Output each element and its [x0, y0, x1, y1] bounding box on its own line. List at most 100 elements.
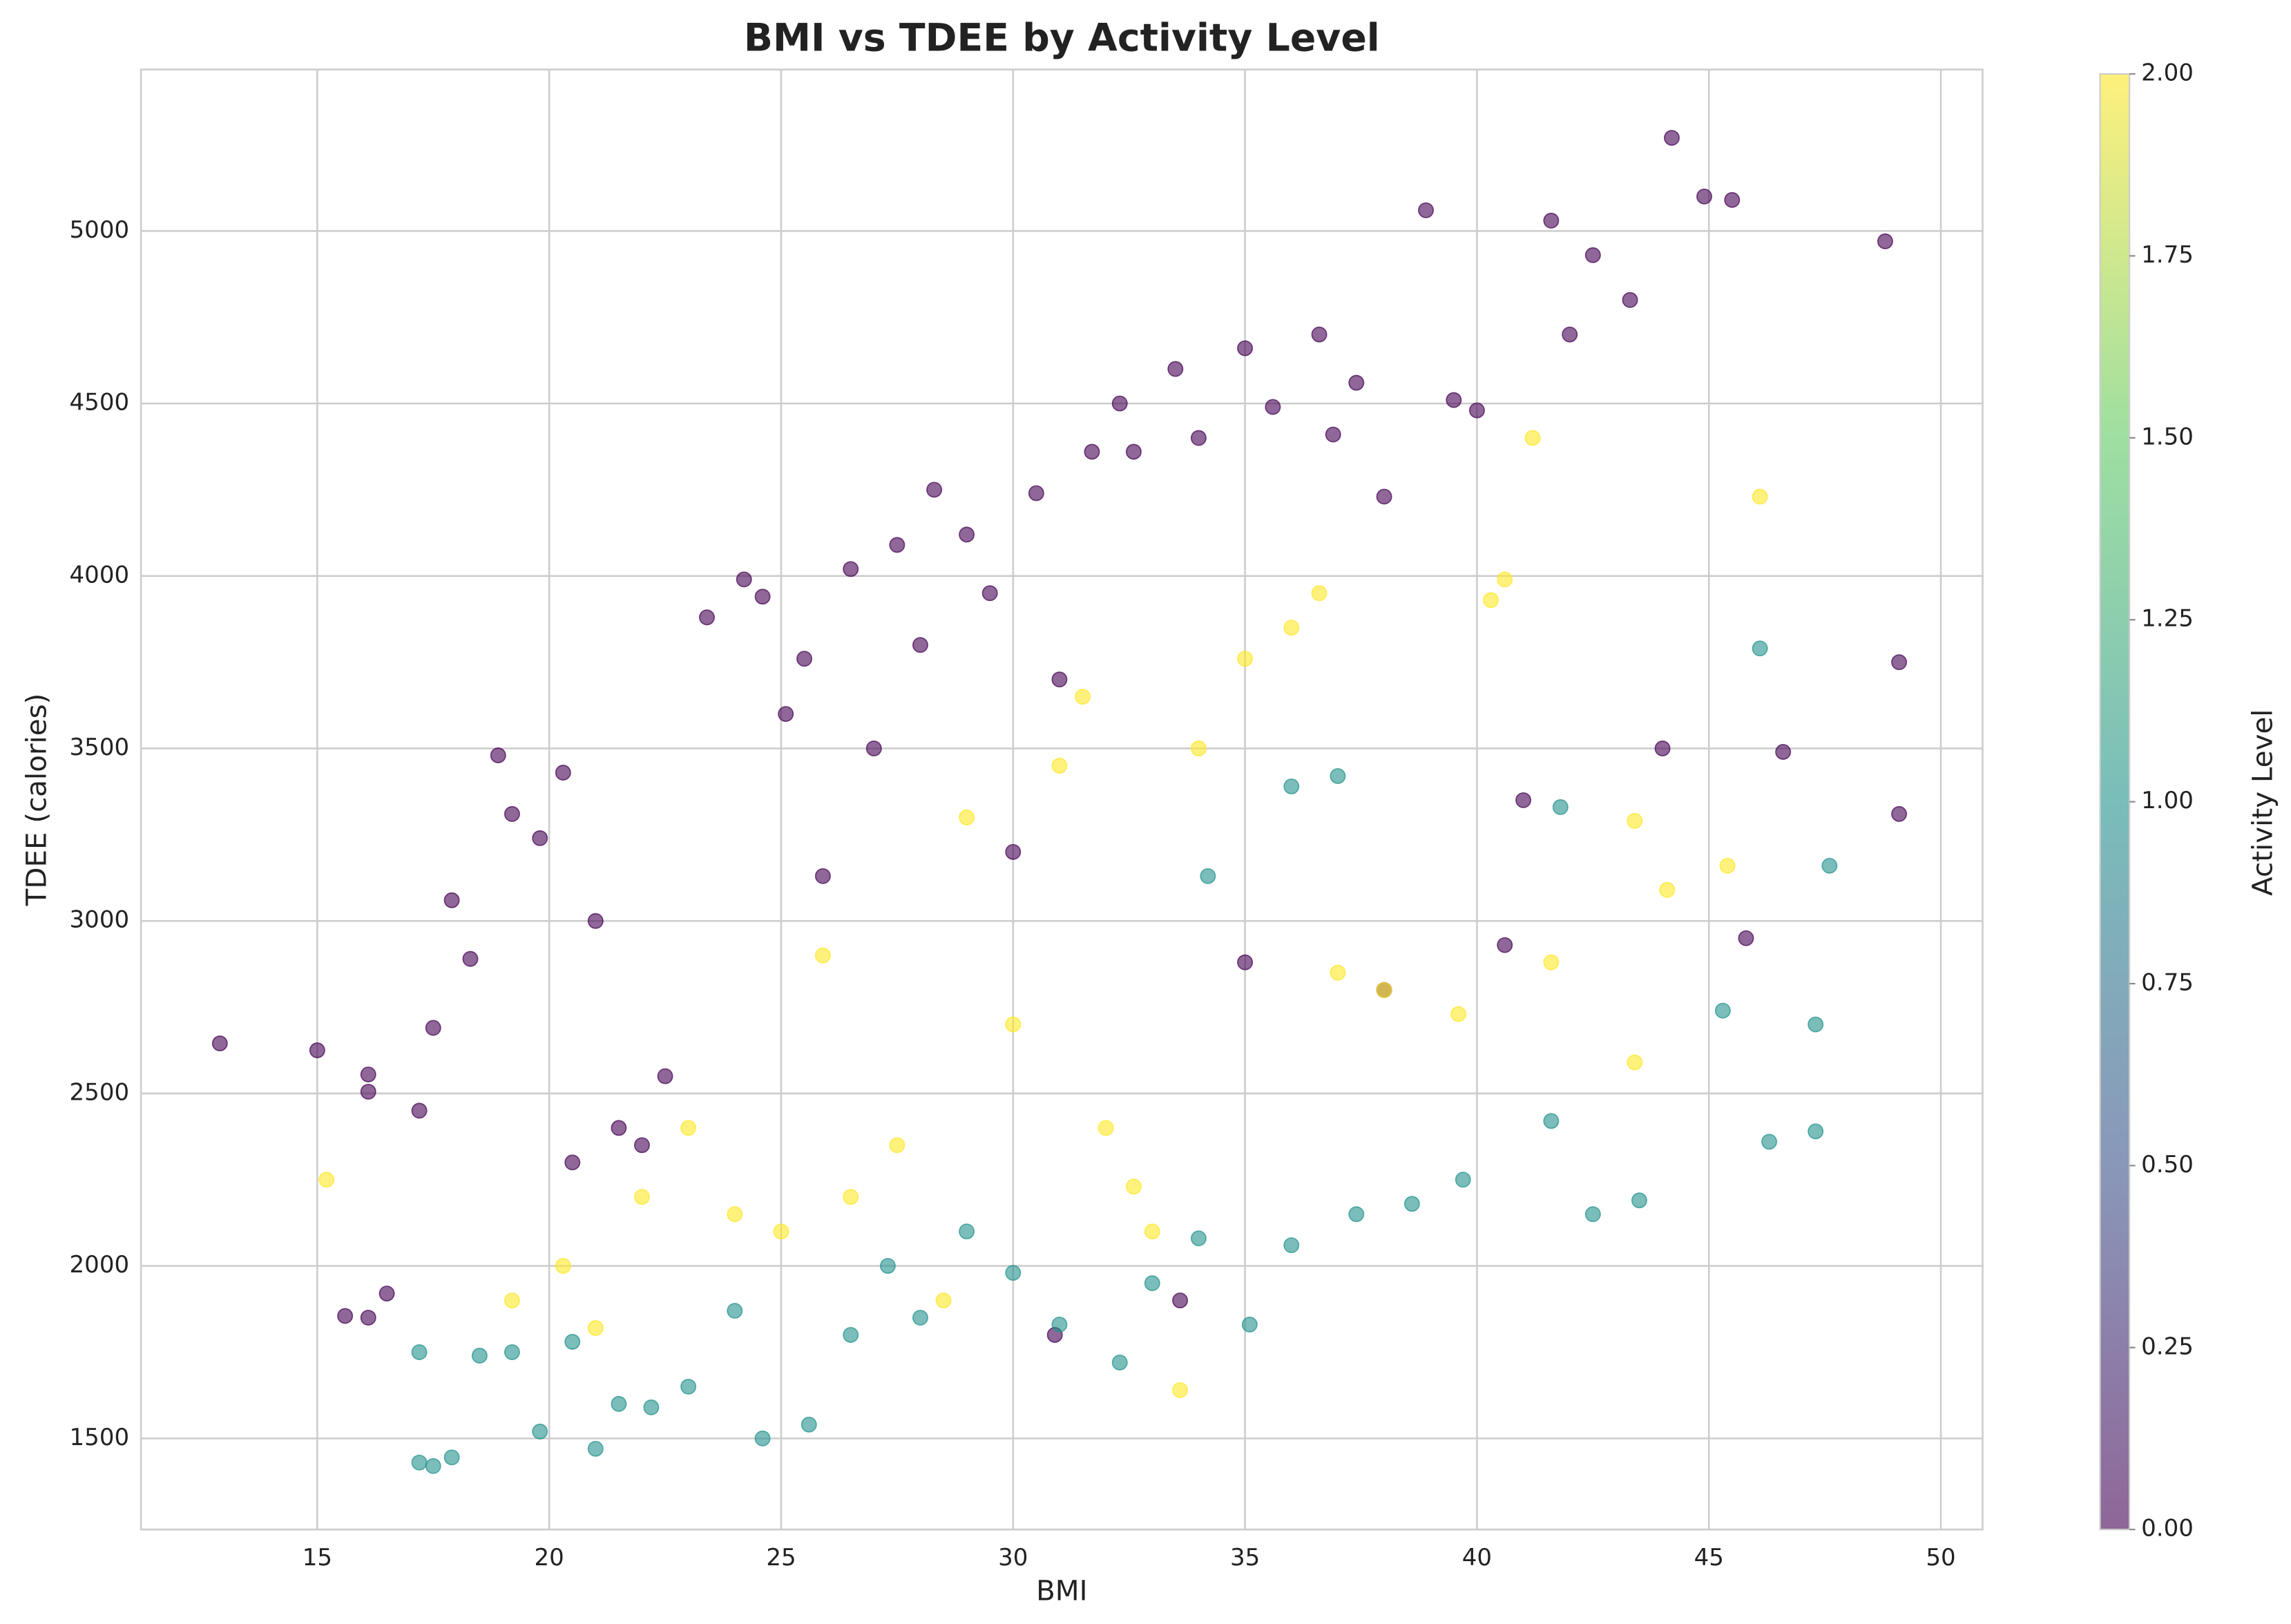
- point: [1241, 1317, 1258, 1333]
- point: [360, 1066, 376, 1082]
- point: [1821, 857, 1838, 874]
- point: [1738, 930, 1754, 946]
- colorbar-tick-label: 1.75: [2141, 241, 2194, 269]
- point: [360, 1310, 376, 1326]
- point: [1084, 443, 1100, 460]
- point: [1622, 292, 1638, 308]
- point: [1190, 1230, 1207, 1247]
- point: [1051, 1317, 1068, 1333]
- point: [1172, 1382, 1189, 1398]
- point: [1761, 1134, 1778, 1150]
- y-tick-label: 1500: [70, 1424, 130, 1451]
- y-tick-label: 3500: [70, 734, 130, 761]
- point: [1775, 744, 1792, 760]
- point: [727, 1303, 743, 1319]
- point: [633, 1189, 650, 1205]
- point: [587, 913, 604, 929]
- point: [1659, 881, 1676, 898]
- point: [1418, 202, 1435, 218]
- point: [411, 1454, 428, 1471]
- point: [1111, 1354, 1128, 1370]
- point: [889, 537, 905, 553]
- point: [1497, 571, 1513, 588]
- point: [1627, 1054, 1643, 1071]
- x-tick-label: 45: [1694, 1544, 1724, 1572]
- point: [1584, 1206, 1601, 1223]
- point: [1562, 326, 1578, 343]
- point: [926, 481, 943, 498]
- point: [889, 1137, 905, 1154]
- x-tick-label: 40: [1462, 1544, 1492, 1572]
- point: [587, 1320, 604, 1337]
- point: [778, 706, 794, 723]
- point: [1543, 212, 1560, 229]
- point: [1330, 767, 1346, 784]
- y-tick-label: 4000: [70, 561, 130, 589]
- plot-frame: [140, 68, 1984, 1531]
- point: [1005, 843, 1022, 860]
- point: [1752, 488, 1768, 505]
- point: [1283, 778, 1300, 794]
- point: [471, 1348, 488, 1364]
- point: [564, 1334, 581, 1350]
- point: [959, 809, 975, 825]
- point: [754, 1430, 771, 1446]
- point: [1664, 130, 1680, 146]
- y-tick-label: 2500: [70, 1078, 130, 1106]
- point: [801, 1416, 817, 1433]
- point: [1455, 1172, 1471, 1188]
- point: [1075, 689, 1091, 705]
- y-tick-label: 5000: [70, 216, 130, 244]
- point: [1891, 654, 1908, 671]
- colorbar-tick-label: 0.50: [2141, 1151, 2194, 1178]
- point: [843, 1327, 859, 1344]
- point: [773, 1223, 789, 1240]
- x-tick-label: 25: [766, 1544, 796, 1572]
- point: [1348, 374, 1365, 391]
- point: [555, 764, 571, 781]
- point: [611, 1395, 627, 1412]
- point: [1167, 361, 1184, 377]
- point: [504, 1344, 520, 1360]
- x-tick-label: 30: [998, 1544, 1028, 1572]
- point: [727, 1206, 743, 1223]
- point: [1714, 1002, 1731, 1019]
- point: [490, 747, 506, 763]
- point: [1719, 857, 1736, 874]
- point: [443, 892, 460, 908]
- point: [587, 1440, 604, 1457]
- x-tick-label: 15: [303, 1544, 332, 1572]
- point: [504, 805, 520, 822]
- point: [1403, 1196, 1420, 1212]
- point: [912, 637, 928, 653]
- point: [425, 1020, 441, 1036]
- x-tick-label: 35: [1230, 1544, 1260, 1572]
- point: [796, 651, 813, 667]
- point: [1543, 1113, 1560, 1129]
- x-tick-label: 20: [535, 1544, 564, 1572]
- point: [1627, 812, 1643, 829]
- point: [337, 1308, 354, 1324]
- point: [959, 1223, 975, 1240]
- point: [462, 950, 479, 967]
- point: [959, 526, 975, 543]
- point: [912, 1310, 928, 1326]
- point: [736, 571, 752, 588]
- colorbar-tick-label: 0.75: [2141, 969, 2194, 997]
- point: [1283, 620, 1300, 636]
- point: [443, 1449, 460, 1466]
- point: [1028, 485, 1044, 501]
- point: [1515, 792, 1532, 808]
- colorbar: [2099, 73, 2131, 1531]
- point: [1552, 799, 1569, 815]
- point: [1524, 430, 1541, 446]
- point: [1483, 592, 1499, 609]
- point: [1311, 585, 1327, 602]
- point: [411, 1102, 428, 1119]
- point: [879, 1258, 896, 1274]
- colorbar-tick-label: 0.00: [2141, 1515, 2194, 1542]
- colorbar-tick-label: 1.25: [2141, 605, 2194, 633]
- point: [1111, 395, 1128, 412]
